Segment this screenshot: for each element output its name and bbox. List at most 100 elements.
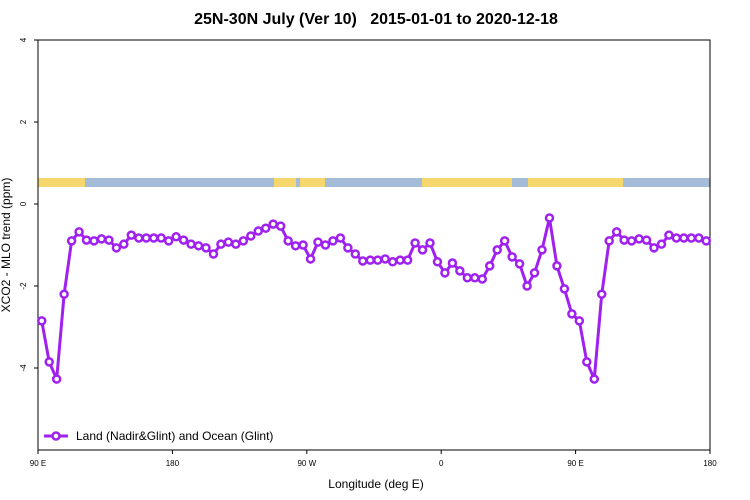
data-point bbox=[559, 284, 570, 294]
data-point bbox=[66, 236, 77, 246]
land-strip bbox=[422, 178, 512, 187]
data-point bbox=[156, 233, 166, 243]
data-point bbox=[305, 254, 316, 264]
data-point bbox=[268, 219, 278, 229]
data-point bbox=[537, 245, 547, 255]
data-point bbox=[649, 243, 659, 253]
data-point bbox=[410, 238, 420, 248]
x-tick-label: 90 W bbox=[297, 459, 316, 468]
data-point bbox=[313, 237, 323, 247]
data-point bbox=[380, 254, 390, 264]
data-point bbox=[163, 236, 174, 246]
data-point bbox=[529, 268, 540, 278]
data-point bbox=[81, 235, 92, 245]
chart-title: 25N-30N July (Ver 10) 2015-01-01 to 2020… bbox=[194, 11, 558, 28]
data-point bbox=[238, 236, 249, 246]
data-point bbox=[134, 233, 144, 243]
data-point bbox=[470, 273, 480, 283]
ocean-strip bbox=[38, 178, 710, 187]
data-point bbox=[372, 255, 383, 265]
data-point bbox=[104, 235, 114, 245]
x-axis-label: Longitude (deg E) bbox=[328, 477, 423, 491]
land-strip bbox=[274, 178, 296, 187]
y-tick-label: -4 bbox=[19, 364, 28, 372]
data-point bbox=[604, 236, 614, 246]
y-tick-label: 0 bbox=[19, 201, 28, 206]
data-point bbox=[320, 240, 331, 250]
x-tick-label: 90 E bbox=[567, 459, 583, 468]
data-point bbox=[462, 273, 473, 283]
data-point bbox=[507, 252, 517, 262]
data-point bbox=[275, 221, 286, 231]
data-point bbox=[74, 227, 84, 237]
data-point bbox=[126, 230, 137, 240]
data-point bbox=[223, 237, 234, 247]
data-point bbox=[350, 249, 361, 259]
x-tick-label: 90 E bbox=[30, 459, 46, 468]
data-point bbox=[328, 236, 338, 246]
data-point bbox=[447, 258, 458, 268]
data-point bbox=[626, 236, 637, 246]
legend-label: Land (Nadir&Glint) and Ocean (Glint) bbox=[76, 429, 273, 443]
data-point bbox=[596, 289, 607, 299]
data-point bbox=[589, 374, 600, 384]
data-point bbox=[455, 266, 465, 276]
x-tick-label: 0 bbox=[439, 459, 444, 468]
data-point bbox=[477, 274, 488, 284]
land-strip bbox=[38, 178, 85, 187]
data-point bbox=[119, 239, 129, 249]
data-point bbox=[567, 309, 577, 319]
data-point bbox=[499, 236, 510, 246]
data-point bbox=[492, 245, 502, 255]
data-point bbox=[96, 234, 107, 244]
data-point bbox=[283, 236, 293, 246]
data-point bbox=[111, 243, 122, 253]
data-point bbox=[582, 357, 592, 367]
data-point bbox=[186, 239, 196, 249]
data-point bbox=[141, 233, 152, 243]
data-point bbox=[36, 316, 47, 326]
data-point bbox=[387, 257, 398, 267]
data-point bbox=[522, 281, 532, 291]
data-point bbox=[514, 259, 525, 269]
plot-frame bbox=[37, 39, 711, 451]
data-point bbox=[193, 241, 204, 251]
land-strip bbox=[528, 178, 623, 187]
x-tick-label: 180 bbox=[166, 459, 180, 468]
y-tick-label: -2 bbox=[19, 282, 28, 290]
data-point bbox=[260, 223, 271, 233]
data-point bbox=[59, 289, 69, 299]
data-point bbox=[634, 234, 644, 244]
land-strip bbox=[300, 178, 325, 187]
data-point bbox=[335, 233, 346, 243]
data-point bbox=[544, 213, 555, 223]
data-point bbox=[619, 235, 629, 245]
data-point bbox=[343, 243, 353, 253]
data-point bbox=[402, 255, 413, 265]
data-point bbox=[679, 233, 689, 243]
data-point bbox=[611, 227, 622, 237]
data-point bbox=[231, 239, 241, 249]
data-point bbox=[298, 240, 308, 250]
data-point bbox=[425, 238, 435, 248]
y-axis-label: XCO2 - MLO trend (ppm) bbox=[0, 178, 13, 313]
data-point bbox=[246, 231, 256, 241]
data-point bbox=[365, 255, 376, 265]
data-point bbox=[51, 374, 62, 384]
data-point bbox=[216, 239, 226, 249]
data-point bbox=[417, 245, 428, 255]
data-point bbox=[44, 357, 54, 367]
y-tick-label: 4 bbox=[19, 37, 28, 42]
data-point bbox=[171, 232, 181, 242]
data-point bbox=[641, 235, 652, 245]
data-point bbox=[656, 239, 667, 249]
data-point bbox=[664, 230, 674, 240]
data-point bbox=[694, 233, 704, 243]
x-tick-label: 180 bbox=[703, 459, 717, 468]
data-point bbox=[484, 261, 495, 271]
data-point bbox=[89, 236, 99, 246]
y-tick-label: 2 bbox=[19, 119, 28, 124]
data-point bbox=[395, 255, 405, 265]
data-point bbox=[178, 235, 189, 245]
